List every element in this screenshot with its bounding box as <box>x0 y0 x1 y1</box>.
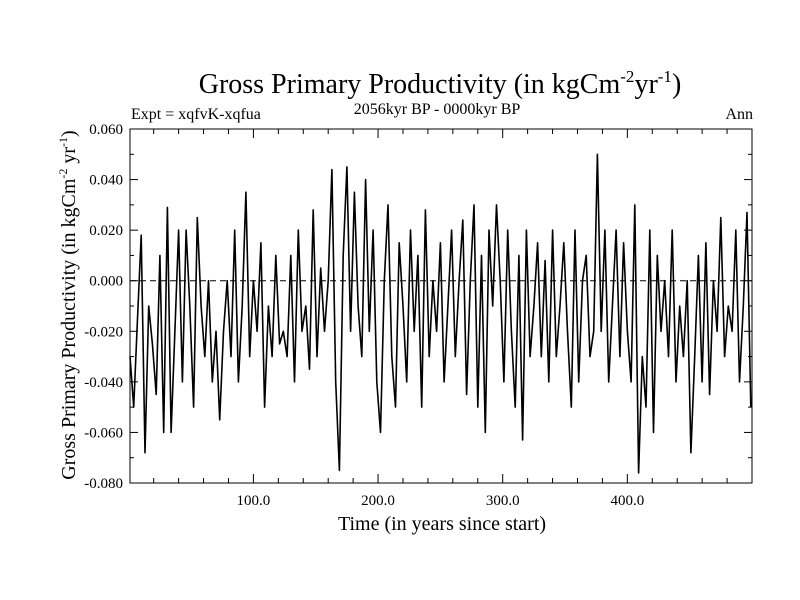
x-tick-label: 200.0 <box>361 493 395 509</box>
y-tick-label: 0.040 <box>89 173 123 189</box>
season-label: Ann <box>725 106 753 123</box>
plot-frame <box>129 128 753 484</box>
y-tick-label: 0.020 <box>89 223 123 239</box>
x-tick-label: 100.0 <box>237 493 271 509</box>
x-tick-label: 400.0 <box>610 493 644 509</box>
x-axis-label: Time (in years since start) <box>338 513 546 535</box>
period-label: 2056kyr BP - 0000kyr BP <box>354 101 521 118</box>
y-tick-label: -0.080 <box>84 476 123 492</box>
y-tick-label: 0.060 <box>89 122 123 138</box>
experiment-label: Expt = xqfvK-xqfua <box>131 106 261 123</box>
y-tick-label: 0.000 <box>89 274 123 290</box>
x-tick-label: 300.0 <box>486 493 520 509</box>
y-tick-label: -0.020 <box>84 324 123 340</box>
series-line-0 <box>129 153 752 474</box>
y-tick-label: -0.040 <box>84 375 123 391</box>
y-tick-label: -0.060 <box>84 425 123 441</box>
series-group <box>129 153 752 474</box>
y-axis-label: Gross Primary Productivity (in kgCm-2 yr… <box>56 130 80 479</box>
ticks-group: -0.080 -0.060 -0.040 -0.020 0.000 0.020 0.040 0… <box>84 122 752 509</box>
chart-title: Gross Primary Productivity (in kgCm-2yr-… <box>199 67 682 100</box>
